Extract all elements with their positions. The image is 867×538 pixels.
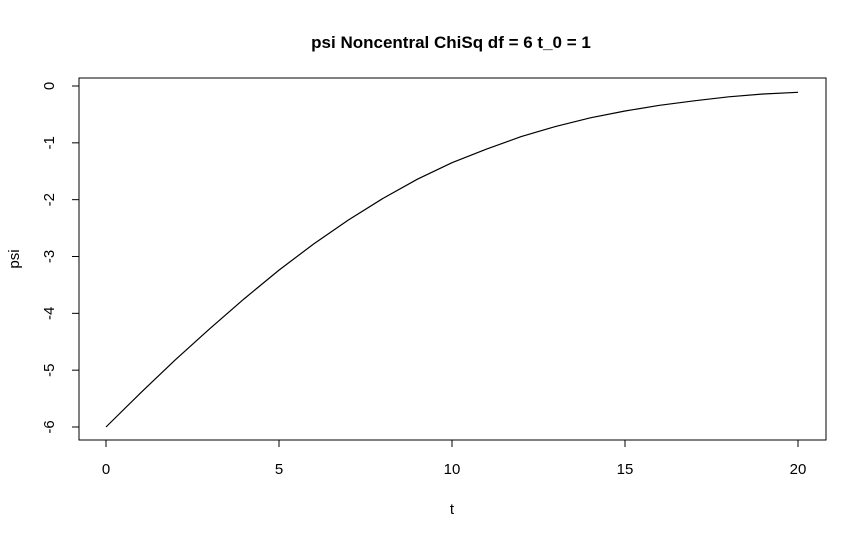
plot-frame xyxy=(78,77,827,441)
x-axis: 0 5 10 15 20 xyxy=(102,439,807,478)
x-axis-label: t xyxy=(450,501,455,518)
y-axis: -6 -5 -4 -3 -2 -1 0 xyxy=(41,82,80,434)
chart-title: psi Noncentral ChiSq df = 6 t_0 = 1 xyxy=(311,33,591,52)
y-axis-label: psi xyxy=(6,249,23,268)
y-tick-label: -4 xyxy=(41,307,58,320)
x-tick-label: 5 xyxy=(275,461,283,478)
x-tick-label: 0 xyxy=(102,461,110,478)
y-tick-label: -3 xyxy=(41,250,58,263)
y-tick-label: 0 xyxy=(41,82,58,90)
x-tick-label: 20 xyxy=(790,461,807,478)
x-tick-label: 10 xyxy=(444,461,461,478)
x-tick-label: 15 xyxy=(617,461,634,478)
y-tick-label: -5 xyxy=(41,363,58,376)
y-tick-label: -2 xyxy=(41,193,58,206)
y-tick-label: -1 xyxy=(41,136,58,149)
series-line xyxy=(105,91,799,428)
series-layer xyxy=(105,91,799,428)
y-tick-label: -6 xyxy=(41,420,58,433)
